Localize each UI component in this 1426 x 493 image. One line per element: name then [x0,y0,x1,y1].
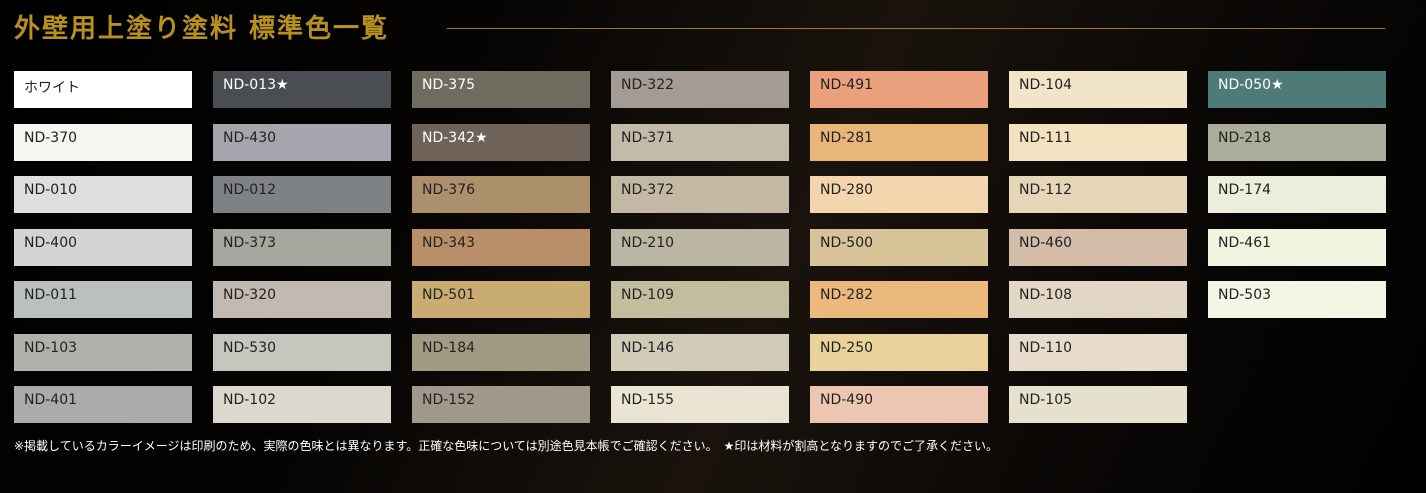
page-title: 外壁用上塗り塗料 標準色一覧 [14,14,390,44]
color-swatch: ND-370 [14,123,192,161]
color-swatch: ND-400 [14,228,192,266]
color-swatch: ND-102 [213,386,391,423]
footnote: ※掲載しているカラーイメージは印刷のため、実際の色味とは異なります。正確な色味に… [14,439,999,453]
color-swatch: ND-280 [810,176,988,213]
color-swatch: ND-112 [1009,176,1187,213]
color-swatch: ND-110 [1009,333,1187,371]
color-swatch: ND-155 [611,386,789,423]
color-swatch: ND-010 [14,176,192,213]
color-swatch: ND-375 [412,71,590,108]
color-swatch: ND-146 [611,333,789,371]
color-swatch: ND-103 [14,333,192,371]
color-swatch: ND-373 [213,228,391,266]
color-swatch-grid: ホワイト ND-370 ND-010 ND-400 ND-011 ND-103 ND-401… [14,71,1386,423]
color-swatch: ND-460 [1009,228,1187,266]
color-swatch: ND-108 [1009,281,1187,318]
color-swatch: ND-282 [810,281,988,318]
color-swatch: ND-430 [213,123,391,161]
color-swatch: ND-013★ [213,71,391,108]
color-swatch: ND-050★ [1208,71,1386,108]
color-swatch: ND-491 [810,71,988,108]
color-swatch: ND-152 [412,386,590,423]
color-swatch: ND-530 [213,333,391,371]
color-swatch: ND-372 [611,176,789,213]
title-divider [447,28,1385,29]
color-swatch: ND-503 [1208,281,1386,318]
color-swatch: ND-281 [810,123,988,161]
color-swatch: ND-342★ [412,123,590,161]
color-swatch: ND-011 [14,281,192,318]
color-swatch: ND-109 [611,281,789,318]
color-swatch: ND-174 [1208,176,1386,213]
color-swatch: ND-320 [213,281,391,318]
empty-cell [1208,386,1386,423]
color-swatch: ND-461 [1208,228,1386,266]
color-swatch: ND-376 [412,176,590,213]
empty-cell [1208,334,1386,371]
color-swatch: ホワイト [14,71,192,108]
color-swatch: ND-250 [810,333,988,371]
color-swatch: ND-500 [810,228,988,266]
color-swatch: ND-322 [611,71,789,108]
color-swatch: ND-501 [412,281,590,318]
color-swatch: ND-371 [611,123,789,161]
color-swatch: ND-343 [412,228,590,266]
color-swatch: ND-184 [412,333,590,371]
color-swatch: ND-218 [1208,123,1386,161]
color-swatch: ND-012 [213,176,391,213]
color-swatch: ND-401 [14,386,192,423]
color-swatch: ND-104 [1009,71,1187,108]
color-swatch: ND-490 [810,386,988,423]
color-swatch: ND-210 [611,228,789,266]
color-swatch: ND-105 [1009,386,1187,423]
color-swatch: ND-111 [1009,123,1187,161]
